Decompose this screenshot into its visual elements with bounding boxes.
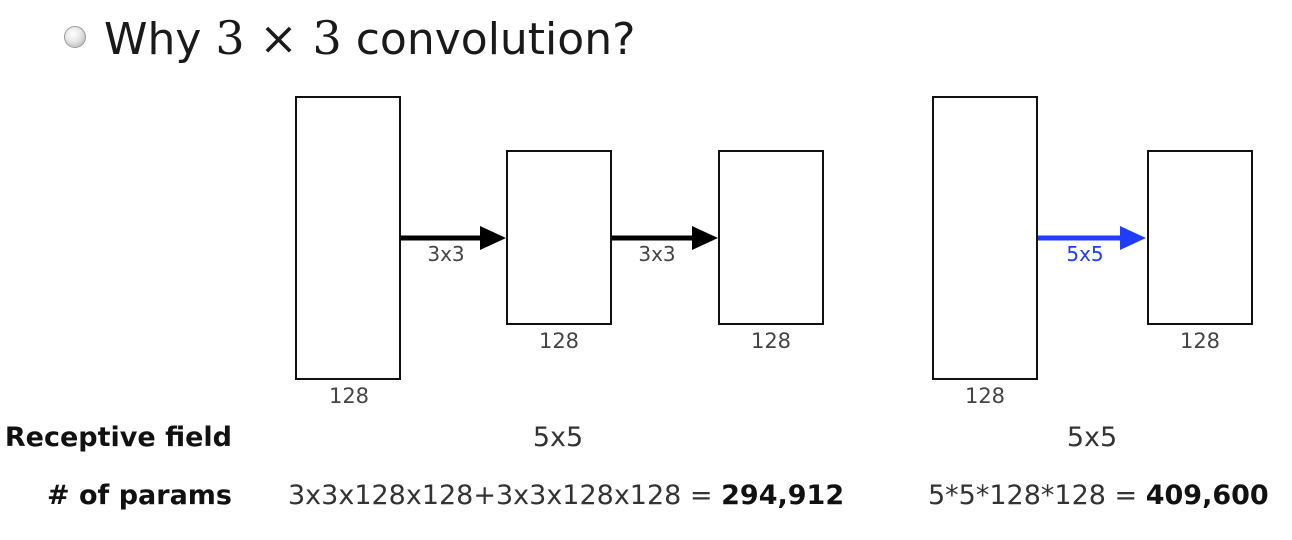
arrow-right-blue bbox=[1038, 226, 1146, 250]
arrow-left-2 bbox=[612, 226, 718, 250]
conv-label-left-2: 3x3 bbox=[638, 242, 676, 266]
layer-box-right-1 bbox=[932, 96, 1038, 380]
layer-box-left-2 bbox=[506, 150, 612, 325]
params-right: 5*5*128*128 = 409,600 bbox=[928, 480, 1269, 511]
layer-label-left-3: 128 bbox=[750, 329, 792, 353]
layer-label-right-1: 128 bbox=[964, 384, 1006, 408]
layer-label-left-2: 128 bbox=[538, 329, 580, 353]
title-prefix: Why bbox=[104, 14, 216, 65]
conv-label-left-1: 3x3 bbox=[427, 242, 465, 266]
bullet-icon bbox=[64, 26, 86, 48]
layer-label-right-2: 128 bbox=[1179, 329, 1221, 353]
params-right-total: 409,600 bbox=[1145, 480, 1269, 511]
params-label: # of params bbox=[46, 480, 232, 511]
layer-label-left-1: 128 bbox=[328, 384, 370, 408]
slide-title: Why 3 × 3 convolution? bbox=[104, 10, 635, 68]
title-suffix: convolution? bbox=[341, 14, 636, 65]
params-right-expr: 5*5*128*128 = bbox=[928, 480, 1146, 511]
receptive-field-label: Receptive field bbox=[4, 422, 232, 453]
arrow-left-1 bbox=[400, 226, 506, 250]
conv-label-right-1: 5x5 bbox=[1066, 242, 1104, 266]
title-math: 3 × 3 bbox=[215, 11, 342, 65]
params-left-expr: 3x3x128x128+3x3x128x128 = bbox=[288, 480, 722, 511]
params-left: 3x3x128x128+3x3x128x128 = 294,912 bbox=[288, 480, 844, 511]
params-left-total: 294,912 bbox=[721, 480, 845, 511]
receptive-field-left: 5x5 bbox=[532, 422, 584, 453]
receptive-field-right: 5x5 bbox=[1066, 422, 1118, 453]
layer-box-left-3 bbox=[718, 150, 824, 325]
layer-box-right-2 bbox=[1147, 150, 1253, 325]
layer-box-left-1 bbox=[295, 96, 401, 380]
